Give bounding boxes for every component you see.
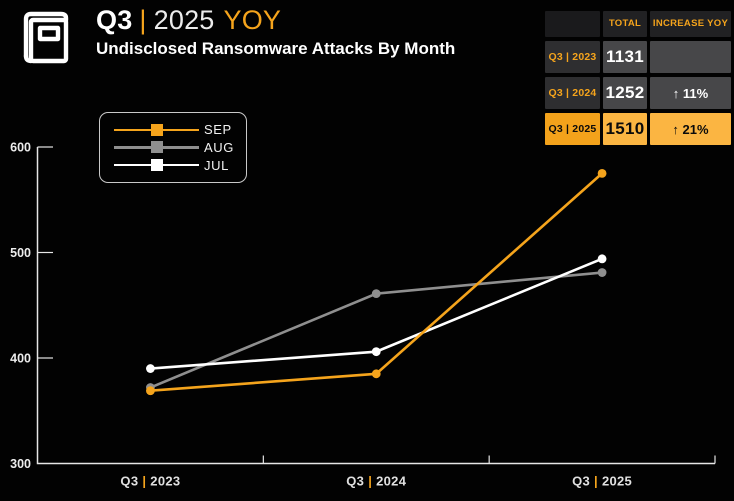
- title-year: 2025: [153, 5, 215, 35]
- table-row-total-highlight: 1510: [603, 113, 647, 145]
- table-row-increase-highlight: ↑ 21%: [650, 113, 731, 145]
- data-point-aug: [371, 289, 381, 299]
- y-tick-label: 400: [10, 352, 31, 366]
- data-point-sep: [597, 168, 607, 178]
- data-point-jul: [597, 254, 607, 264]
- sep-line-swatch: [114, 123, 199, 136]
- legend-label-jul: JUL: [204, 157, 229, 173]
- legend-item-sep: SEP: [114, 122, 246, 138]
- y-tick-label: 600: [10, 141, 31, 155]
- table-header-empty: [545, 11, 600, 37]
- table-row-increase: ↑ 11%: [650, 77, 731, 109]
- book-icon: [23, 11, 69, 64]
- table-row-total: 1131: [603, 41, 647, 73]
- legend-item-aug: AUG: [114, 139, 246, 155]
- data-point-jul: [371, 347, 381, 357]
- sep-square-marker: [150, 123, 163, 136]
- jul-square-marker: [150, 159, 163, 172]
- yoy-summary-table: TOTAL INCREASE YOY Q3 | 2023 1131 Q3 | 2…: [545, 11, 731, 145]
- title-yoy: YOY: [223, 5, 282, 35]
- table-header-total: TOTAL: [603, 11, 647, 37]
- series-sep: [146, 168, 607, 396]
- y-tick-label: 300: [10, 457, 31, 471]
- x-category-label: Q3 | 2025: [572, 474, 632, 489]
- page-subtitle: Undisclosed Ransomware Attacks By Month: [96, 39, 456, 58]
- chart-legend: SEP AUG JUL: [99, 112, 247, 183]
- legend-label-sep: SEP: [204, 122, 232, 138]
- y-tick-label: 500: [10, 246, 31, 260]
- axis-spine: [36, 147, 715, 465]
- x-category-label: Q3 | 2024: [346, 474, 406, 489]
- data-point-sep: [146, 386, 155, 396]
- aug-line-swatch: [114, 141, 199, 154]
- series-jul: [146, 254, 607, 373]
- table-row-total: 1252: [603, 77, 647, 109]
- table-row-label: Q3 | 2023: [545, 41, 600, 73]
- header: Q3 | 2025 YOY Undisclosed Ransomware Attack…: [12, 5, 455, 69]
- title-block: Q3 | 2025 YOY Undisclosed Ransomware Attack…: [96, 5, 455, 58]
- aug-square-marker: [150, 141, 163, 154]
- table-row-label-highlight: Q3 | 2025: [545, 113, 600, 145]
- legend-label-aug: AUG: [204, 139, 234, 155]
- data-point-aug: [597, 268, 607, 277]
- legend-item-jul: JUL: [114, 157, 246, 173]
- table-row-increase: [650, 41, 731, 73]
- data-point-sep: [371, 369, 381, 379]
- page-title: Q3 | 2025 YOY: [96, 5, 455, 35]
- title-separator: |: [139, 5, 147, 35]
- data-point-jul: [146, 364, 155, 373]
- jul-line-swatch: [114, 159, 199, 172]
- title-quarter: Q3: [96, 5, 133, 35]
- table-row-label: Q3 | 2024: [545, 77, 600, 109]
- table-header-increase: INCREASE YOY: [650, 11, 731, 37]
- x-category-label: Q3 | 2023: [120, 474, 180, 489]
